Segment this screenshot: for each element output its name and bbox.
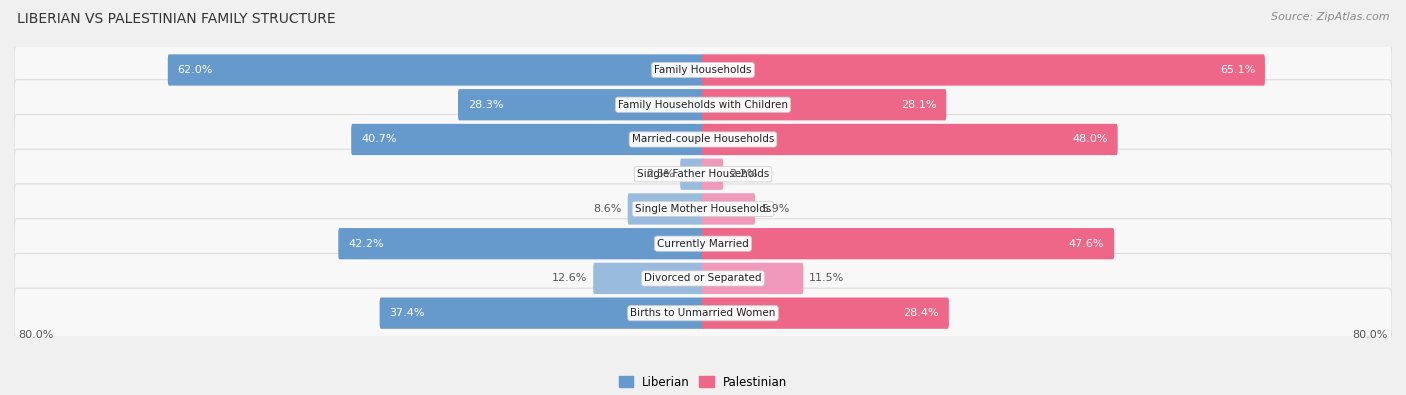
- FancyBboxPatch shape: [702, 124, 1118, 155]
- Text: 80.0%: 80.0%: [1353, 330, 1388, 340]
- Text: Married-couple Households: Married-couple Households: [631, 134, 775, 145]
- FancyBboxPatch shape: [14, 45, 1392, 95]
- Legend: Liberian, Palestinian: Liberian, Palestinian: [614, 371, 792, 393]
- Text: Source: ZipAtlas.com: Source: ZipAtlas.com: [1271, 12, 1389, 22]
- Text: LIBERIAN VS PALESTINIAN FAMILY STRUCTURE: LIBERIAN VS PALESTINIAN FAMILY STRUCTURE: [17, 12, 336, 26]
- FancyBboxPatch shape: [14, 80, 1392, 130]
- FancyBboxPatch shape: [339, 228, 704, 260]
- FancyBboxPatch shape: [14, 184, 1392, 234]
- FancyBboxPatch shape: [14, 254, 1392, 303]
- Text: 2.5%: 2.5%: [647, 169, 675, 179]
- Text: 28.3%: 28.3%: [468, 100, 503, 110]
- FancyBboxPatch shape: [702, 55, 1265, 86]
- FancyBboxPatch shape: [14, 115, 1392, 164]
- Text: 2.2%: 2.2%: [728, 169, 758, 179]
- FancyBboxPatch shape: [627, 193, 704, 225]
- FancyBboxPatch shape: [702, 297, 949, 329]
- Text: 40.7%: 40.7%: [361, 134, 396, 145]
- Text: 80.0%: 80.0%: [18, 330, 53, 340]
- FancyBboxPatch shape: [14, 149, 1392, 199]
- Text: 37.4%: 37.4%: [389, 308, 425, 318]
- Text: 11.5%: 11.5%: [808, 273, 844, 284]
- Text: Currently Married: Currently Married: [657, 239, 749, 249]
- FancyBboxPatch shape: [380, 297, 704, 329]
- FancyBboxPatch shape: [702, 193, 755, 225]
- Text: Single Father Households: Single Father Households: [637, 169, 769, 179]
- Text: 5.9%: 5.9%: [761, 204, 789, 214]
- Text: Single Mother Households: Single Mother Households: [636, 204, 770, 214]
- FancyBboxPatch shape: [167, 55, 704, 86]
- Text: 48.0%: 48.0%: [1073, 134, 1108, 145]
- Text: Births to Unmarried Women: Births to Unmarried Women: [630, 308, 776, 318]
- FancyBboxPatch shape: [702, 263, 803, 294]
- Text: Family Households with Children: Family Households with Children: [619, 100, 787, 110]
- Text: 62.0%: 62.0%: [177, 65, 214, 75]
- Text: Family Households: Family Households: [654, 65, 752, 75]
- FancyBboxPatch shape: [14, 219, 1392, 269]
- Text: Divorced or Separated: Divorced or Separated: [644, 273, 762, 284]
- Text: 8.6%: 8.6%: [593, 204, 621, 214]
- Text: 12.6%: 12.6%: [553, 273, 588, 284]
- FancyBboxPatch shape: [458, 89, 704, 120]
- Text: 28.1%: 28.1%: [901, 100, 936, 110]
- FancyBboxPatch shape: [593, 263, 704, 294]
- FancyBboxPatch shape: [702, 228, 1114, 260]
- FancyBboxPatch shape: [352, 124, 704, 155]
- Text: 28.4%: 28.4%: [903, 308, 939, 318]
- FancyBboxPatch shape: [14, 288, 1392, 338]
- Text: 42.2%: 42.2%: [349, 239, 384, 249]
- FancyBboxPatch shape: [702, 89, 946, 120]
- FancyBboxPatch shape: [702, 158, 723, 190]
- FancyBboxPatch shape: [681, 158, 704, 190]
- Text: 65.1%: 65.1%: [1220, 65, 1256, 75]
- Text: 47.6%: 47.6%: [1069, 239, 1104, 249]
